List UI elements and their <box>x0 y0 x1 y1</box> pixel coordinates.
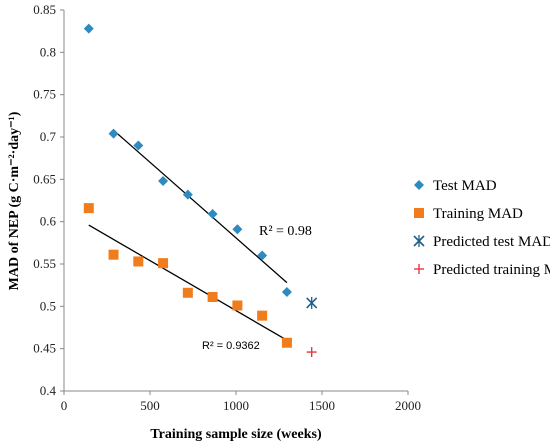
legend-marker-predicted-training-mad <box>414 264 424 274</box>
point-test-mad <box>281 286 292 297</box>
y-tick-label: 0.75 <box>33 87 56 102</box>
x-axis-ticks: 0 500 1000 1500 2000 <box>61 391 421 413</box>
y-axis-ticks: 0.4 0.45 0.5 0.55 0.6 0.65 0.7 0.75 0.8 0.85 <box>33 2 64 398</box>
point-predicted-test-mad <box>306 296 318 309</box>
legend-marker-training-mad <box>414 208 424 218</box>
point-training-mad <box>133 256 144 267</box>
x-axis-title: Training sample size (weeks) <box>150 427 322 442</box>
trendline-training <box>88 224 288 341</box>
trendlines <box>88 129 288 341</box>
point-predicted-training-mad <box>306 347 317 358</box>
point-training-mad <box>257 310 268 321</box>
point-test-mad <box>257 250 268 261</box>
x-tick-label: 1500 <box>309 398 335 413</box>
point-training-mad <box>158 258 169 269</box>
y-tick-label: 0.4 <box>40 383 57 398</box>
legend-marker-test-mad <box>414 180 424 190</box>
y-tick-label: 0.55 <box>33 256 56 271</box>
legend-label-predicted-training-mad: Predicted training MAD <box>433 262 550 278</box>
trendline-test <box>113 129 288 284</box>
point-test-mad <box>158 176 169 187</box>
point-test-mad <box>232 224 243 235</box>
y-tick-label: 0.45 <box>33 341 56 356</box>
point-training-mad <box>83 203 94 214</box>
x-tick-label: 500 <box>140 398 160 413</box>
point-test-mad <box>133 140 144 151</box>
legend-label-test-mad: Test MAD <box>433 178 497 194</box>
point-test-mad <box>108 128 119 139</box>
point-test-mad <box>207 209 218 220</box>
point-training-mad <box>232 300 243 311</box>
y-tick-label: 0.5 <box>40 298 56 313</box>
x-tick-label: 1000 <box>223 398 249 413</box>
point-training-mad <box>182 287 193 298</box>
r2-label-training: R² = 0.9362 <box>202 340 260 352</box>
y-tick-label: 0.8 <box>40 44 56 59</box>
legend-label-training-mad: Training MAD <box>433 206 523 222</box>
legend: Test MAD Training MAD Predicted test MAD Pr… <box>413 178 550 278</box>
axes <box>63 10 408 392</box>
point-test-mad <box>182 189 193 200</box>
legend-marker-predicted-test-mad <box>413 235 425 247</box>
y-tick-label: 0.7 <box>40 129 57 144</box>
point-training-mad <box>281 337 292 348</box>
point-training-mad <box>108 249 119 260</box>
point-test-mad <box>83 23 94 34</box>
point-training-mad <box>207 292 218 303</box>
x-tick-label: 0 <box>61 398 68 413</box>
data-points <box>83 23 318 358</box>
y-tick-label: 0.65 <box>33 171 56 186</box>
legend-label-predicted-test-mad: Predicted test MAD <box>433 234 550 250</box>
y-tick-label: 0.85 <box>33 2 56 17</box>
y-tick-label: 0.6 <box>40 214 57 229</box>
x-tick-label: 2000 <box>395 398 421 413</box>
y-axis-title: MAD of NEP (g C·m⁻²·day⁻¹) <box>7 111 22 290</box>
r2-label-test: R² = 0.98 <box>259 224 312 239</box>
